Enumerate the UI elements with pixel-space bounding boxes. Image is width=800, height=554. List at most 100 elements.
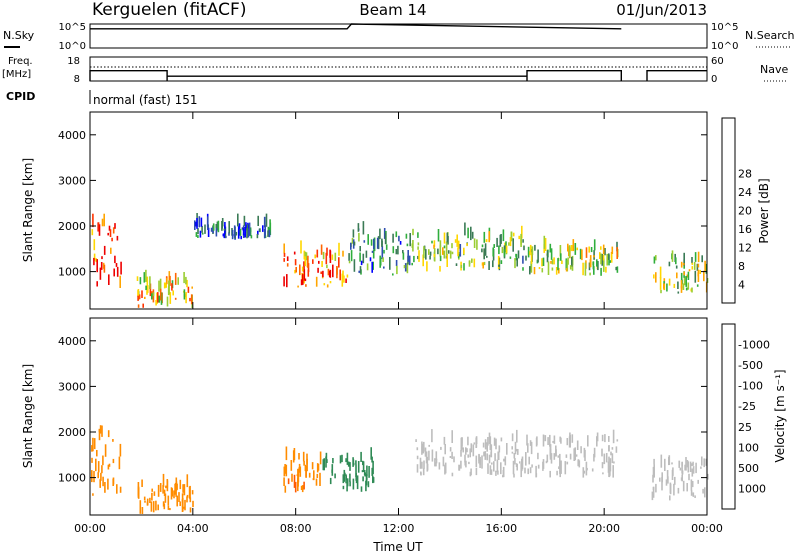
range-cell [136,276,139,281]
range-cell [283,477,285,486]
range-cell [518,235,520,240]
range-cell [680,261,683,268]
range-cell [332,264,334,278]
range-cell [240,236,242,240]
range-cell [531,464,533,468]
range-cell [149,497,151,503]
range-cell [691,262,694,265]
range-cell [163,282,166,289]
range-cell [529,440,532,446]
range-cell [405,233,408,239]
range-cell [228,232,230,236]
range-cell [99,479,101,488]
range-cell [93,471,95,483]
range-cell [465,447,467,455]
nave-label: Nave [760,63,788,76]
range-cell [567,243,569,252]
range-cell [99,425,102,434]
range-cell [321,261,323,267]
range-cell [344,472,346,476]
range-cell [566,438,569,446]
range-cell [317,463,320,471]
range-cell [287,478,290,485]
range-cell [184,499,186,511]
range-cell [687,461,690,473]
range-cell [671,462,673,465]
range-cell [522,255,524,264]
range-cell [435,451,438,460]
nsky-label: N.Sky [3,29,35,42]
range-cell [611,453,614,464]
range-cell [559,245,562,257]
range-cell [314,254,316,259]
range-cell [412,228,414,236]
range-cell [549,243,552,253]
range-cell [616,266,619,273]
colorbar-tick-label: 25 [738,421,752,434]
range-cell [587,435,589,447]
range-cell [302,451,305,462]
range-cell [483,451,485,457]
cpid-label: CPID [6,90,35,103]
range-cell [666,470,669,483]
range-cell [570,245,573,252]
range-cell [370,239,373,246]
range-cell [290,460,293,471]
range-cell [683,252,685,266]
range-cell [446,253,448,267]
range-cell [339,455,342,464]
range-cell [108,463,111,467]
range-cell [463,247,465,254]
range-cell [553,435,556,444]
range-cell [694,252,697,262]
range-cell [100,262,103,270]
range-cell [326,247,328,256]
range-cell [421,461,423,469]
range-cell [687,271,690,280]
range-cell [159,278,162,291]
range-cell [144,296,146,299]
range-cell [241,227,244,230]
range-cell [152,501,155,513]
range-cell [216,221,219,231]
range-cell [566,461,569,465]
range-cell [704,260,706,272]
range-cell [559,453,561,467]
range-cell [437,248,439,255]
x-tick-label: 08:00 [280,522,312,535]
range-cell [149,276,151,290]
range-cell [616,247,618,259]
range-cell [494,441,497,445]
x-tick-label: 20:00 [588,522,620,535]
range-cell [451,251,454,255]
range-cell [428,450,430,461]
range-cell [308,472,311,478]
range-cell [383,228,386,239]
range-cell [601,462,604,469]
range-cell [376,237,379,249]
range-cell [257,215,259,226]
range-cell [522,267,524,271]
range-cell [169,275,171,286]
velocity-colorbar: 1000 500 100 25 -25 -100 -500 -1000 [721,323,770,510]
range-cell [470,443,473,453]
range-cell [705,458,707,466]
range-cell [659,477,661,482]
range-cell [311,462,314,470]
range-cell [329,250,332,263]
range-cell [233,225,236,238]
range-cell [497,451,499,460]
range-cell [596,432,599,442]
range-cell [352,462,355,466]
range-cell [355,464,357,477]
x-tick-label: 00:00 [74,522,106,535]
range-cell [370,447,372,460]
range-cell [451,451,453,459]
range-cell [146,276,149,290]
range-cell [555,267,558,275]
range-cell [509,256,512,259]
range-cell [686,274,689,278]
range-cell [183,289,186,300]
power-x-ticks [89,112,708,309]
range-cell [542,459,545,469]
